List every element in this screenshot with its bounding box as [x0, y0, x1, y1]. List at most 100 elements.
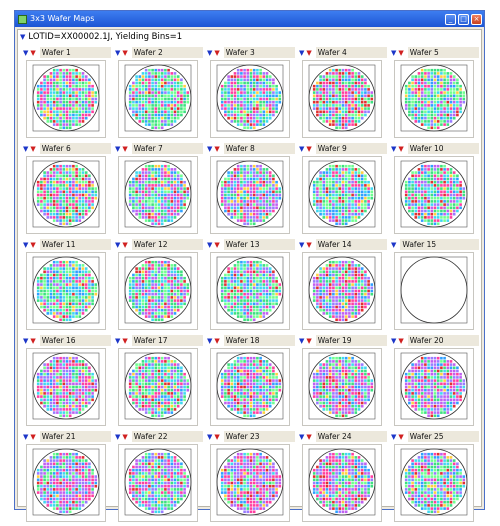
- wafer-cell[interactable]: ▼ ▼ Wafer 5: [389, 46, 481, 142]
- die: [259, 84, 262, 88]
- wafer-header[interactable]: ▼ ▼ Wafer 4: [298, 47, 387, 58]
- wafer-map[interactable]: [118, 60, 198, 138]
- wafer-header[interactable]: ▼ ▼ Wafer 12: [114, 239, 203, 250]
- wafer-cell[interactable]: ▼ ▼ Wafer 11: [21, 238, 113, 334]
- collapse-triangle-icon[interactable]: ▼: [207, 144, 213, 153]
- die: [65, 209, 69, 213]
- wafer-header[interactable]: ▼ ▼ Wafer 3: [206, 47, 295, 58]
- wafer-map[interactable]: [26, 252, 106, 330]
- wafer-cell[interactable]: ▼ ▼ Wafer 18: [205, 334, 297, 430]
- wafer-map[interactable]: [302, 156, 382, 234]
- wafer-map[interactable]: [26, 156, 106, 234]
- collapse-triangle-icon[interactable]: ▼: [299, 48, 305, 57]
- collapse-triangle-icon[interactable]: ▼: [207, 240, 213, 249]
- wafer-header[interactable]: ▼ ▼ Wafer 6: [22, 143, 111, 154]
- wafer-map[interactable]: [302, 60, 382, 138]
- die: [144, 193, 148, 197]
- wafer-header[interactable]: ▼ ▼ Wafer 7: [114, 143, 203, 154]
- wafer-header[interactable]: ▼ ▼ Wafer 17: [114, 335, 203, 346]
- collapse-triangle-icon[interactable]: ▼: [115, 240, 121, 249]
- wafer-header[interactable]: ▼ ▼ Wafer 2: [114, 47, 203, 58]
- wafer-map[interactable]: [394, 60, 474, 138]
- lot-header[interactable]: ▼ LOTID=XX00002.1J, Yielding Bins=1: [18, 30, 481, 44]
- die: [230, 283, 234, 286]
- collapse-triangle-icon[interactable]: ▼: [299, 240, 305, 249]
- die: [170, 72, 174, 75]
- wafer-header[interactable]: ▼ ▼ Wafer 9: [298, 143, 387, 154]
- minimize-button[interactable]: _: [445, 13, 456, 25]
- wafer-cell[interactable]: ▼ ▼ Wafer 2: [113, 46, 205, 142]
- die: [173, 363, 177, 366]
- wafer-cell[interactable]: ▼ ▼ Wafer 6: [21, 142, 113, 238]
- collapse-triangle-icon[interactable]: ▼: [391, 48, 397, 57]
- collapse-triangle-icon[interactable]: ▼: [299, 144, 305, 153]
- wafer-map[interactable]: [210, 156, 290, 234]
- wafer-cell[interactable]: ▼ ▼ Wafer 13: [205, 238, 297, 334]
- collapse-triangle-icon[interactable]: ▼: [20, 33, 26, 41]
- collapse-triangle-icon[interactable]: ▼: [115, 336, 121, 345]
- die: [59, 190, 62, 194]
- wafer-map[interactable]: [210, 60, 290, 138]
- wafer-cell[interactable]: ▼ ▼ Wafer 12: [113, 238, 205, 334]
- collapse-triangle-icon[interactable]: ▼: [207, 336, 213, 345]
- wafer-header[interactable]: ▼ ▼ Wafer 11: [22, 239, 111, 250]
- die: [427, 75, 430, 78]
- collapse-triangle-icon[interactable]: ▼: [23, 240, 29, 249]
- wafer-cell[interactable]: ▼ ▼ Wafer 14: [297, 238, 389, 334]
- die: [183, 203, 186, 206]
- die: [344, 78, 348, 82]
- wafer-map[interactable]: [394, 156, 474, 234]
- collapse-triangle-icon[interactable]: ▼: [115, 144, 121, 153]
- collapse-triangle-icon[interactable]: ▼: [391, 240, 397, 249]
- wafer-cell[interactable]: ▼ ▼ Wafer 16: [21, 334, 113, 430]
- die: [259, 91, 262, 94]
- collapse-triangle-icon[interactable]: ▼: [23, 336, 29, 345]
- wafer-header[interactable]: ▼ ▼ Wafer 13: [206, 239, 295, 250]
- wafer-map[interactable]: [26, 60, 106, 138]
- die: [59, 120, 62, 123]
- die: [183, 184, 186, 187]
- die: [141, 360, 145, 363]
- title-bar[interactable]: 3x3 Wafer Maps _ □ ×: [15, 11, 484, 27]
- maximize-button[interactable]: □: [458, 13, 469, 25]
- die: [154, 209, 158, 213]
- wafer-cell[interactable]: ▼ ▼ Wafer 4: [297, 46, 389, 142]
- wafer-cell[interactable]: ▼ ▼ Wafer 7: [113, 142, 205, 238]
- collapse-triangle-icon[interactable]: ▼: [23, 144, 29, 153]
- die: [268, 299, 272, 302]
- wafer-header[interactable]: ▼ Wafer 15: [390, 239, 479, 250]
- collapse-triangle-icon[interactable]: ▼: [207, 48, 213, 57]
- wafer-map[interactable]: [118, 156, 198, 234]
- wafer-map[interactable]: [210, 348, 290, 426]
- collapse-triangle-icon[interactable]: ▼: [115, 48, 121, 57]
- die: [430, 100, 434, 104]
- close-button[interactable]: ×: [471, 13, 482, 25]
- wafer-cell[interactable]: ▼ ▼ Wafer 9: [297, 142, 389, 238]
- wafer-header[interactable]: ▼ ▼ Wafer 8: [206, 143, 295, 154]
- wafer-header[interactable]: ▼ ▼ Wafer 10: [390, 143, 479, 154]
- wafer-map[interactable]: [26, 348, 106, 426]
- wafer-map[interactable]: [118, 348, 198, 426]
- wafer-cell[interactable]: ▼ ▼ Wafer 10: [389, 142, 481, 238]
- die: [151, 296, 154, 299]
- die: [148, 180, 151, 184]
- die: [236, 81, 240, 85]
- wafer-map[interactable]: [118, 252, 198, 330]
- wafer-header[interactable]: ▼ ▼ Wafer 16: [22, 335, 111, 346]
- collapse-triangle-icon[interactable]: ▼: [23, 48, 29, 57]
- wafer-header[interactable]: ▼ ▼ Wafer 5: [390, 47, 479, 58]
- die: [141, 270, 145, 274]
- die: [62, 222, 66, 226]
- wafer-cell[interactable]: ▼ ▼ Wafer 17: [113, 334, 205, 430]
- collapse-triangle-icon[interactable]: ▼: [391, 144, 397, 153]
- wafer-cell[interactable]: ▼ ▼ Wafer 1: [21, 46, 113, 142]
- wafer-header[interactable]: ▼ ▼ Wafer 1: [22, 47, 111, 58]
- wafer-header[interactable]: ▼ ▼ Wafer 14: [298, 239, 387, 250]
- wafer-map[interactable]: [302, 252, 382, 330]
- wafer-map[interactable]: [394, 252, 474, 330]
- wafer-cell[interactable]: ▼ ▼ Wafer 3: [205, 46, 297, 142]
- wafer-header[interactable]: ▼ ▼ Wafer 18: [206, 335, 295, 346]
- wafer-map[interactable]: [210, 252, 290, 330]
- wafer-cell[interactable]: ▼ ▼ Wafer 8: [205, 142, 297, 238]
- wafer-cell[interactable]: ▼ Wafer 15: [389, 238, 481, 334]
